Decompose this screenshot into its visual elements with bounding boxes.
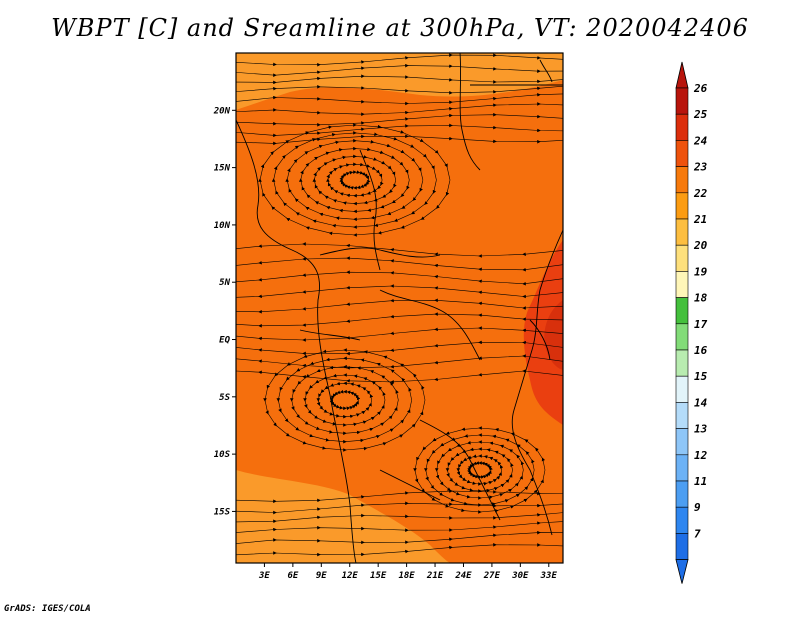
lat-label: 5N xyxy=(219,278,230,288)
streamline xyxy=(236,74,563,85)
colorbar-segment xyxy=(675,323,689,351)
colorbar-label: 9 xyxy=(694,501,701,514)
streamline xyxy=(236,85,563,95)
colorbar-segment xyxy=(675,375,689,403)
colorbar-segment xyxy=(675,297,689,325)
colorbar-label: 17 xyxy=(694,318,708,331)
colorbar-label: 18 xyxy=(694,292,708,305)
lon-label: 21E xyxy=(426,571,444,581)
lat-label: 5S xyxy=(219,393,230,403)
lon-label: 33E xyxy=(540,571,558,581)
colorbar-label: 13 xyxy=(694,423,708,436)
streamline xyxy=(258,123,451,237)
lon-label: 30E xyxy=(511,571,529,581)
colorbar-segment xyxy=(675,402,689,429)
streamline xyxy=(236,354,563,370)
colorbar-label: 12 xyxy=(694,449,708,462)
colorbar-segment xyxy=(675,533,689,560)
streamline xyxy=(236,512,563,524)
lat-label: 15N xyxy=(214,164,231,174)
lon-label: 24E xyxy=(454,571,472,581)
streamline xyxy=(236,270,563,286)
colorbar-label: 21 xyxy=(693,213,707,226)
streamline xyxy=(236,369,563,384)
colorbar-label: 19 xyxy=(694,265,708,278)
lat-label: 10N xyxy=(214,221,231,231)
hot-region-east xyxy=(523,240,563,425)
streamline xyxy=(236,63,563,77)
colorbar-segment xyxy=(675,113,689,141)
colorbar-label: 16 xyxy=(694,344,708,357)
colorbar-top-arrow xyxy=(675,61,689,89)
map-border xyxy=(235,52,564,564)
colorbar-label: 7 xyxy=(694,527,701,540)
colorbar-segment xyxy=(675,87,689,115)
streamline xyxy=(236,543,563,557)
streamline xyxy=(236,489,563,504)
streamline xyxy=(236,284,563,299)
colorbar-segment xyxy=(675,218,689,246)
lat-label: 15S xyxy=(214,507,231,517)
lon-label: 27E xyxy=(483,571,501,581)
lat-label: 20N xyxy=(213,106,231,116)
colorbar-label: 11 xyxy=(694,475,707,488)
lat-label: EQ xyxy=(219,336,230,346)
colorbar-label: 22 xyxy=(693,187,708,200)
colorbar-segment xyxy=(675,480,689,508)
lon-label: 15E xyxy=(370,571,387,581)
colorbar-label: 23 xyxy=(693,161,708,174)
colorbar-segment xyxy=(675,349,689,377)
coastlines xyxy=(236,53,563,563)
streamline xyxy=(236,256,563,272)
streamline xyxy=(236,102,563,117)
lon-label: 3E xyxy=(258,571,270,581)
streamlines xyxy=(236,53,563,557)
lon-label: 9E xyxy=(316,571,327,581)
colorbar-label: 15 xyxy=(694,370,708,383)
streamline xyxy=(236,326,563,342)
streamline xyxy=(236,298,563,314)
colorbar-segment xyxy=(675,428,689,456)
streamline xyxy=(236,242,563,258)
lon-label: 12E xyxy=(342,571,359,581)
colorbar-label: 20 xyxy=(693,239,708,252)
colorbar-segment xyxy=(675,140,689,167)
map-title: WBPT [C] and Sreamline at 300hPa, VT: 20… xyxy=(51,14,749,42)
colorbar-label: 24 xyxy=(693,134,708,147)
colorbar-label: 25 xyxy=(693,108,708,121)
streamline xyxy=(236,521,563,533)
streamline xyxy=(236,530,563,545)
streamline xyxy=(236,501,563,515)
colorbar-segment xyxy=(675,192,689,220)
latitude-axis: 20N 15N 10N 5N EQ 5S 10S 15S xyxy=(213,106,236,517)
colorbar-segment xyxy=(675,166,689,194)
lon-label: 6E xyxy=(287,571,298,581)
colorbar: 26 25 24 23 22 21 20 19 18 17 16 15 14 13 12 11 9 7 xyxy=(675,61,708,584)
colorbar-bottom-arrow xyxy=(675,559,689,584)
lon-label: 18E xyxy=(398,571,415,581)
map-panel xyxy=(236,53,563,563)
colorbar-segment xyxy=(675,244,689,272)
streamline xyxy=(236,312,563,328)
streamline xyxy=(236,340,563,356)
lat-label: 10S xyxy=(214,450,231,460)
colorbar-label: 26 xyxy=(693,82,708,95)
longitude-axis: 3E 6E 9E 12E 15E 18E 21E 24E 27E 30E 33E xyxy=(258,563,557,581)
colorbar-segment xyxy=(675,506,689,534)
colorbar-segment xyxy=(675,271,689,298)
credit-text: GrADS: IGES/COLA xyxy=(4,604,91,614)
colorbar-segment xyxy=(675,454,689,482)
colorbar-label: 14 xyxy=(694,396,708,409)
